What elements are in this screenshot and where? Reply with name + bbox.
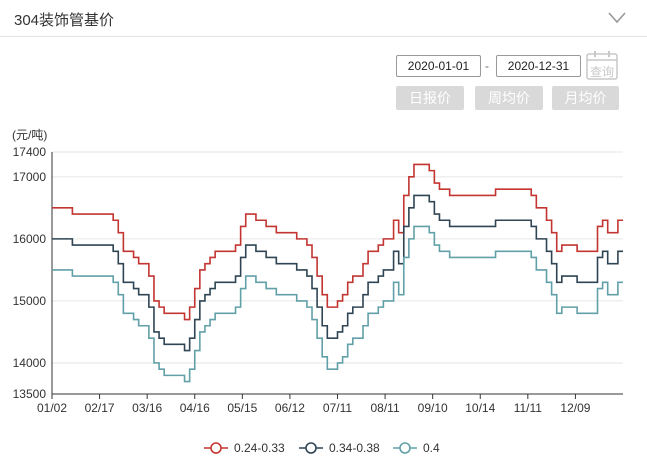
y-tick-label: 17000 <box>13 170 47 184</box>
legend-marker <box>210 442 222 454</box>
x-tick-label: 12/09 <box>560 401 590 415</box>
y-tick-label: 17400 <box>13 145 47 159</box>
y-tick-label: 16000 <box>13 232 47 246</box>
x-tick-label: 08/11 <box>371 401 400 415</box>
query-button[interactable]: 查询 <box>586 50 618 80</box>
x-tick-label: 06/12 <box>275 401 305 415</box>
legend-label: 0.24-0.33 <box>234 441 285 455</box>
x-tick-label: 10/14 <box>465 401 495 415</box>
x-tick-label: 03/16 <box>132 401 162 415</box>
weekly-average-button[interactable]: 周均价 <box>475 86 543 110</box>
panel-header: 304装饰管基价 <box>0 0 647 37</box>
x-tick-label: 01/02 <box>37 401 67 415</box>
date-separator: - <box>485 59 489 73</box>
y-tick-label: 13500 <box>13 387 47 401</box>
x-tick-label: 11/11 <box>514 401 543 415</box>
legend-label: 0.34-0.38 <box>329 441 380 455</box>
y-tick-label: 15000 <box>13 294 47 308</box>
x-tick-label: 04/16 <box>180 401 210 415</box>
start-date-input[interactable]: 2020-01-01 <box>396 55 481 77</box>
daily-price-button[interactable]: 日报价 <box>396 86 464 110</box>
page-title: 304装饰管基价 <box>14 12 115 29</box>
y-axis-unit: (元/吨) <box>12 128 48 142</box>
legend-marker <box>305 442 317 454</box>
monthly-average-button[interactable]: 月均价 <box>552 86 619 110</box>
legend-label: 0.4 <box>423 441 440 455</box>
series-line-0.24-0.33 <box>52 163 623 321</box>
end-date-input[interactable]: 2020-12-31 <box>496 55 581 77</box>
x-tick-label: 05/15 <box>227 401 257 415</box>
series-line-0.4 <box>52 225 623 383</box>
x-tick-label: 09/10 <box>418 401 448 415</box>
query-label: 查询 <box>589 65 614 79</box>
x-tick-label: 07/11 <box>323 401 352 415</box>
legend-marker <box>399 442 411 454</box>
y-tick-label: 14000 <box>13 356 47 370</box>
chevron-down-icon[interactable] <box>605 6 629 28</box>
series-line-0.34-0.38 <box>52 194 623 352</box>
x-tick-label: 02/17 <box>85 401 115 415</box>
calendar-icon <box>586 51 618 80</box>
